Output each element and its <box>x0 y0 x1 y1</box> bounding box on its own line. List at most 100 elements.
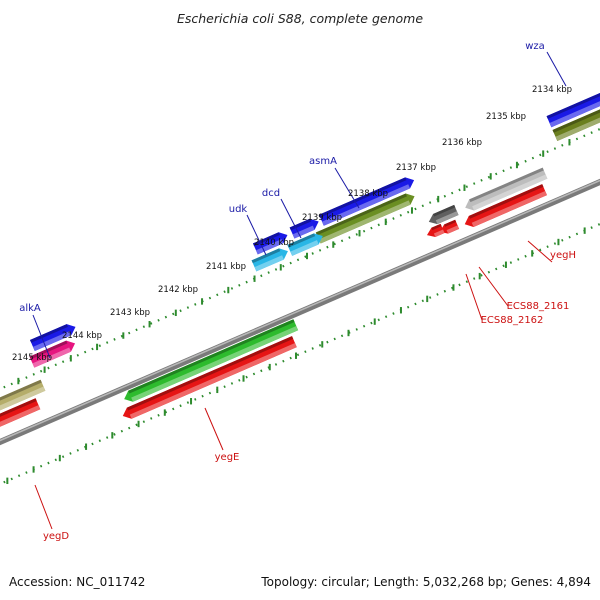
cds-yegH-body <box>465 167 548 211</box>
leader-line-asmA <box>334 167 360 209</box>
gene-ECS88_2161b-highlight <box>433 229 445 237</box>
gene-yegD-highlight <box>0 405 41 427</box>
gene-ECS88_2161b <box>426 223 445 237</box>
accession-text: Accession: NC_011742 <box>9 575 146 589</box>
gene-yegH-body <box>464 184 547 227</box>
gene-alkA-shadow <box>29 340 68 360</box>
gene-yegE-body <box>122 336 297 419</box>
gene-label-alkA: alkA <box>19 303 41 314</box>
cds-wza <box>546 93 600 128</box>
gene-wza <box>552 109 600 141</box>
ruler-tick-label: 2140 kbp <box>254 238 294 248</box>
ruler-lines <box>0 127 600 486</box>
gene-ECS88_2161a <box>439 219 460 234</box>
cds-udk-highlight <box>255 239 284 255</box>
gene-label-yegH: yegH <box>550 250 576 261</box>
gene-udk-shadow <box>251 248 281 264</box>
gene-udk-highlight <box>254 255 284 272</box>
ruler-tick-label: 2145 kbp <box>12 353 52 363</box>
gene-yegH <box>464 184 547 227</box>
cds-yegH-highlight <box>472 174 548 211</box>
cds-asmA-shadow <box>319 177 407 218</box>
gene-alkA-highlight <box>32 347 72 368</box>
gene-yegH-shadow <box>468 184 544 219</box>
gene-ECS88_2162-highlight <box>435 211 459 225</box>
leader-line-wza <box>546 51 567 87</box>
leader-line-yegE <box>204 407 224 451</box>
gene-labels: wza asmA dcd udk alkA yegH ECS88_2161 ECS88_216… <box>19 41 576 542</box>
gene-features <box>0 93 600 427</box>
gene-yegD-shadow <box>0 398 37 417</box>
leader-line-yegH <box>527 240 553 263</box>
ruler-tick-label: 2143 kbp <box>110 308 150 318</box>
ruler-tick-label: 2136 kbp <box>442 138 482 148</box>
inner-ruler-line <box>0 222 600 486</box>
ruler-tick-label: 2144 kbp <box>62 331 102 341</box>
gene-ECS88_2161a-shadow <box>444 219 457 227</box>
cds-wza-highlight <box>549 101 600 128</box>
gene-ECS88_2161b-shadow <box>431 223 442 231</box>
cds-alkA-highlight <box>32 330 72 352</box>
cds-yegD <box>0 379 46 411</box>
leader-line-dcd <box>280 198 302 239</box>
ruler-tick-labels: 2134 kbp 2135 kbp 2136 kbp 2137 kbp 2138 kbp… <box>12 85 572 363</box>
cds-yegH <box>465 167 548 211</box>
genome-backbone <box>0 178 600 446</box>
gene-asmA-highlight <box>318 200 411 244</box>
leader-line-udk <box>246 214 267 256</box>
cds-asmA-highlight <box>321 184 411 226</box>
cds-wza-shadow <box>546 93 600 119</box>
ruler-tick-label: 2134 kbp <box>532 85 572 95</box>
map-title: Escherichia coli S88, complete genome <box>177 11 423 26</box>
leader-line-alkA <box>32 314 51 359</box>
gene-label-dcd: dcd <box>262 188 280 199</box>
ruler-tick-label: 2137 kbp <box>396 163 436 173</box>
gene-yegH-highlight <box>471 190 547 227</box>
gene-yegE-shadow <box>126 336 294 411</box>
gene-ECS88_2161a-highlight <box>446 225 460 234</box>
cds-alkA-shadow <box>30 324 68 343</box>
gene-label-yegD: yegD <box>43 531 69 542</box>
gene-dcd <box>287 233 323 256</box>
gene-yegE <box>122 336 297 419</box>
cds-yegE-shadow <box>128 319 295 394</box>
leader-line-ECS88_2162 <box>465 273 483 321</box>
gene-yegE-highlight <box>129 343 297 419</box>
genome-summary-text: Topology: circular; Length: 5,032,268 bp… <box>261 575 591 589</box>
cds-alkA <box>30 324 76 352</box>
cds-dcd-highlight <box>292 225 315 239</box>
backbone-bar <box>0 178 600 446</box>
cds-yegD-shadow <box>0 379 42 401</box>
ruler-tick-label: 2142 kbp <box>158 285 198 295</box>
gene-label-yegE: yegE <box>215 452 240 463</box>
gene-ECS88_2162 <box>428 204 459 225</box>
cds-yegE <box>124 319 299 402</box>
gene-ECS88_2162-body <box>428 204 459 225</box>
ruler-tick-label: 2135 kbp <box>486 112 526 122</box>
cds-asmA <box>319 177 415 226</box>
gene-wza-highlight <box>555 117 600 141</box>
ruler-tick-label: 2139 kbp <box>302 213 342 223</box>
gene-label-asmA: asmA <box>309 156 337 167</box>
cds-yegH-shadow <box>469 167 544 203</box>
cds-yegE-body <box>124 319 299 402</box>
gene-label-ECS88_2162: ECS88_2162 <box>481 315 544 326</box>
gene-label-wza: wza <box>525 41 545 52</box>
ruler-tick-label: 2141 kbp <box>206 262 246 272</box>
cds-yegD-highlight <box>0 386 46 411</box>
gene-udk <box>251 248 288 272</box>
leader-line-yegD <box>34 484 53 530</box>
gene-alkA <box>29 340 76 368</box>
cds-yegE-highlight <box>131 326 299 402</box>
gene-dcd-shadow <box>287 233 316 248</box>
gene-label-udk: udk <box>229 204 248 215</box>
gene-label-ECS88_2161: ECS88_2161 <box>507 301 570 312</box>
gene-yegD <box>0 398 41 427</box>
gene-dcd-highlight <box>290 240 319 256</box>
gene-wza-shadow <box>552 109 600 133</box>
ruler-tick-label: 2138 kbp <box>348 189 388 199</box>
gene-ECS88_2162-shadow <box>433 204 456 217</box>
leader-line-ECS88_2161 <box>478 266 509 308</box>
gene-asmA-shadow <box>315 193 407 236</box>
